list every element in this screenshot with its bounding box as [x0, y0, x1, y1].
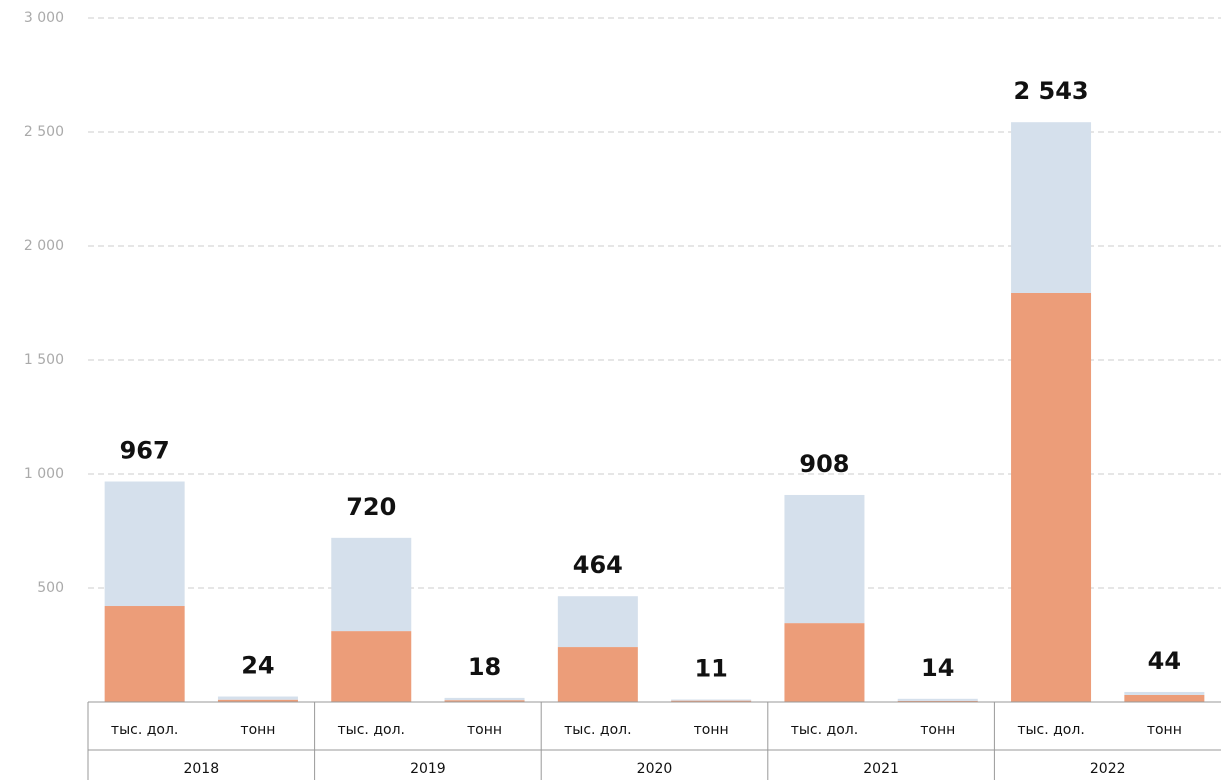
x-tick-label: тонн: [694, 722, 729, 738]
total-label: 11: [694, 654, 727, 682]
y-tick-label: 500: [37, 580, 64, 596]
x-tick-label: тыс. дол.: [791, 722, 858, 738]
bar-segment: [331, 538, 411, 631]
group-label: 2021: [863, 761, 899, 777]
total-label: 24: [241, 652, 274, 680]
x-tick-label: тыс. дол.: [564, 722, 631, 738]
total-label: 908: [799, 450, 849, 478]
total-label: 44: [1148, 647, 1181, 675]
y-tick-label: 2 000: [24, 238, 64, 254]
y-tick-label: 1 000: [24, 466, 64, 482]
x-tick-label: тыс. дол.: [111, 722, 178, 738]
y-tick-label: 1 500: [24, 352, 64, 368]
total-label: 14: [921, 654, 954, 682]
y-tick-label: 2 500: [24, 124, 64, 140]
group-label: 2019: [410, 761, 446, 777]
bar-segment: [105, 606, 185, 702]
x-tick-label: тонн: [920, 722, 955, 738]
y-tick-label: 3 000: [24, 10, 64, 26]
x-tick-label: тыс. дол.: [338, 722, 405, 738]
bar-segment: [671, 699, 751, 700]
x-tick-label: тыс. дол.: [1017, 722, 1084, 738]
bar-segment: [445, 698, 525, 700]
group-label: 2018: [183, 761, 219, 777]
bar-segment: [558, 647, 638, 702]
total-label: 720: [346, 493, 396, 521]
bar-segment: [218, 697, 298, 700]
total-label: 464: [573, 551, 623, 579]
total-label: 2 543: [1013, 77, 1088, 105]
bar-segment: [784, 495, 864, 623]
bar-segment: [558, 596, 638, 647]
total-label: 18: [468, 653, 501, 681]
x-tick-label: тонн: [1147, 722, 1182, 738]
bar-segment: [784, 623, 864, 702]
total-label: 967: [120, 437, 170, 465]
bar-segment: [1124, 695, 1204, 702]
bar-segment: [898, 699, 978, 701]
bar-segment: [105, 482, 185, 606]
x-tick-label: тонн: [240, 722, 275, 738]
bar-segment: [1124, 692, 1204, 695]
group-label: 2022: [1090, 761, 1126, 777]
bar-segment: [331, 631, 411, 702]
bar-segment: [1011, 122, 1091, 293]
chart: 500 1 000 1 500 2 000 2 500 3 000 967 тыс. дол.…: [0, 0, 1221, 780]
x-tick-label: тонн: [467, 722, 502, 738]
bar-segment: [1011, 293, 1091, 702]
group-label: 2020: [637, 761, 673, 777]
